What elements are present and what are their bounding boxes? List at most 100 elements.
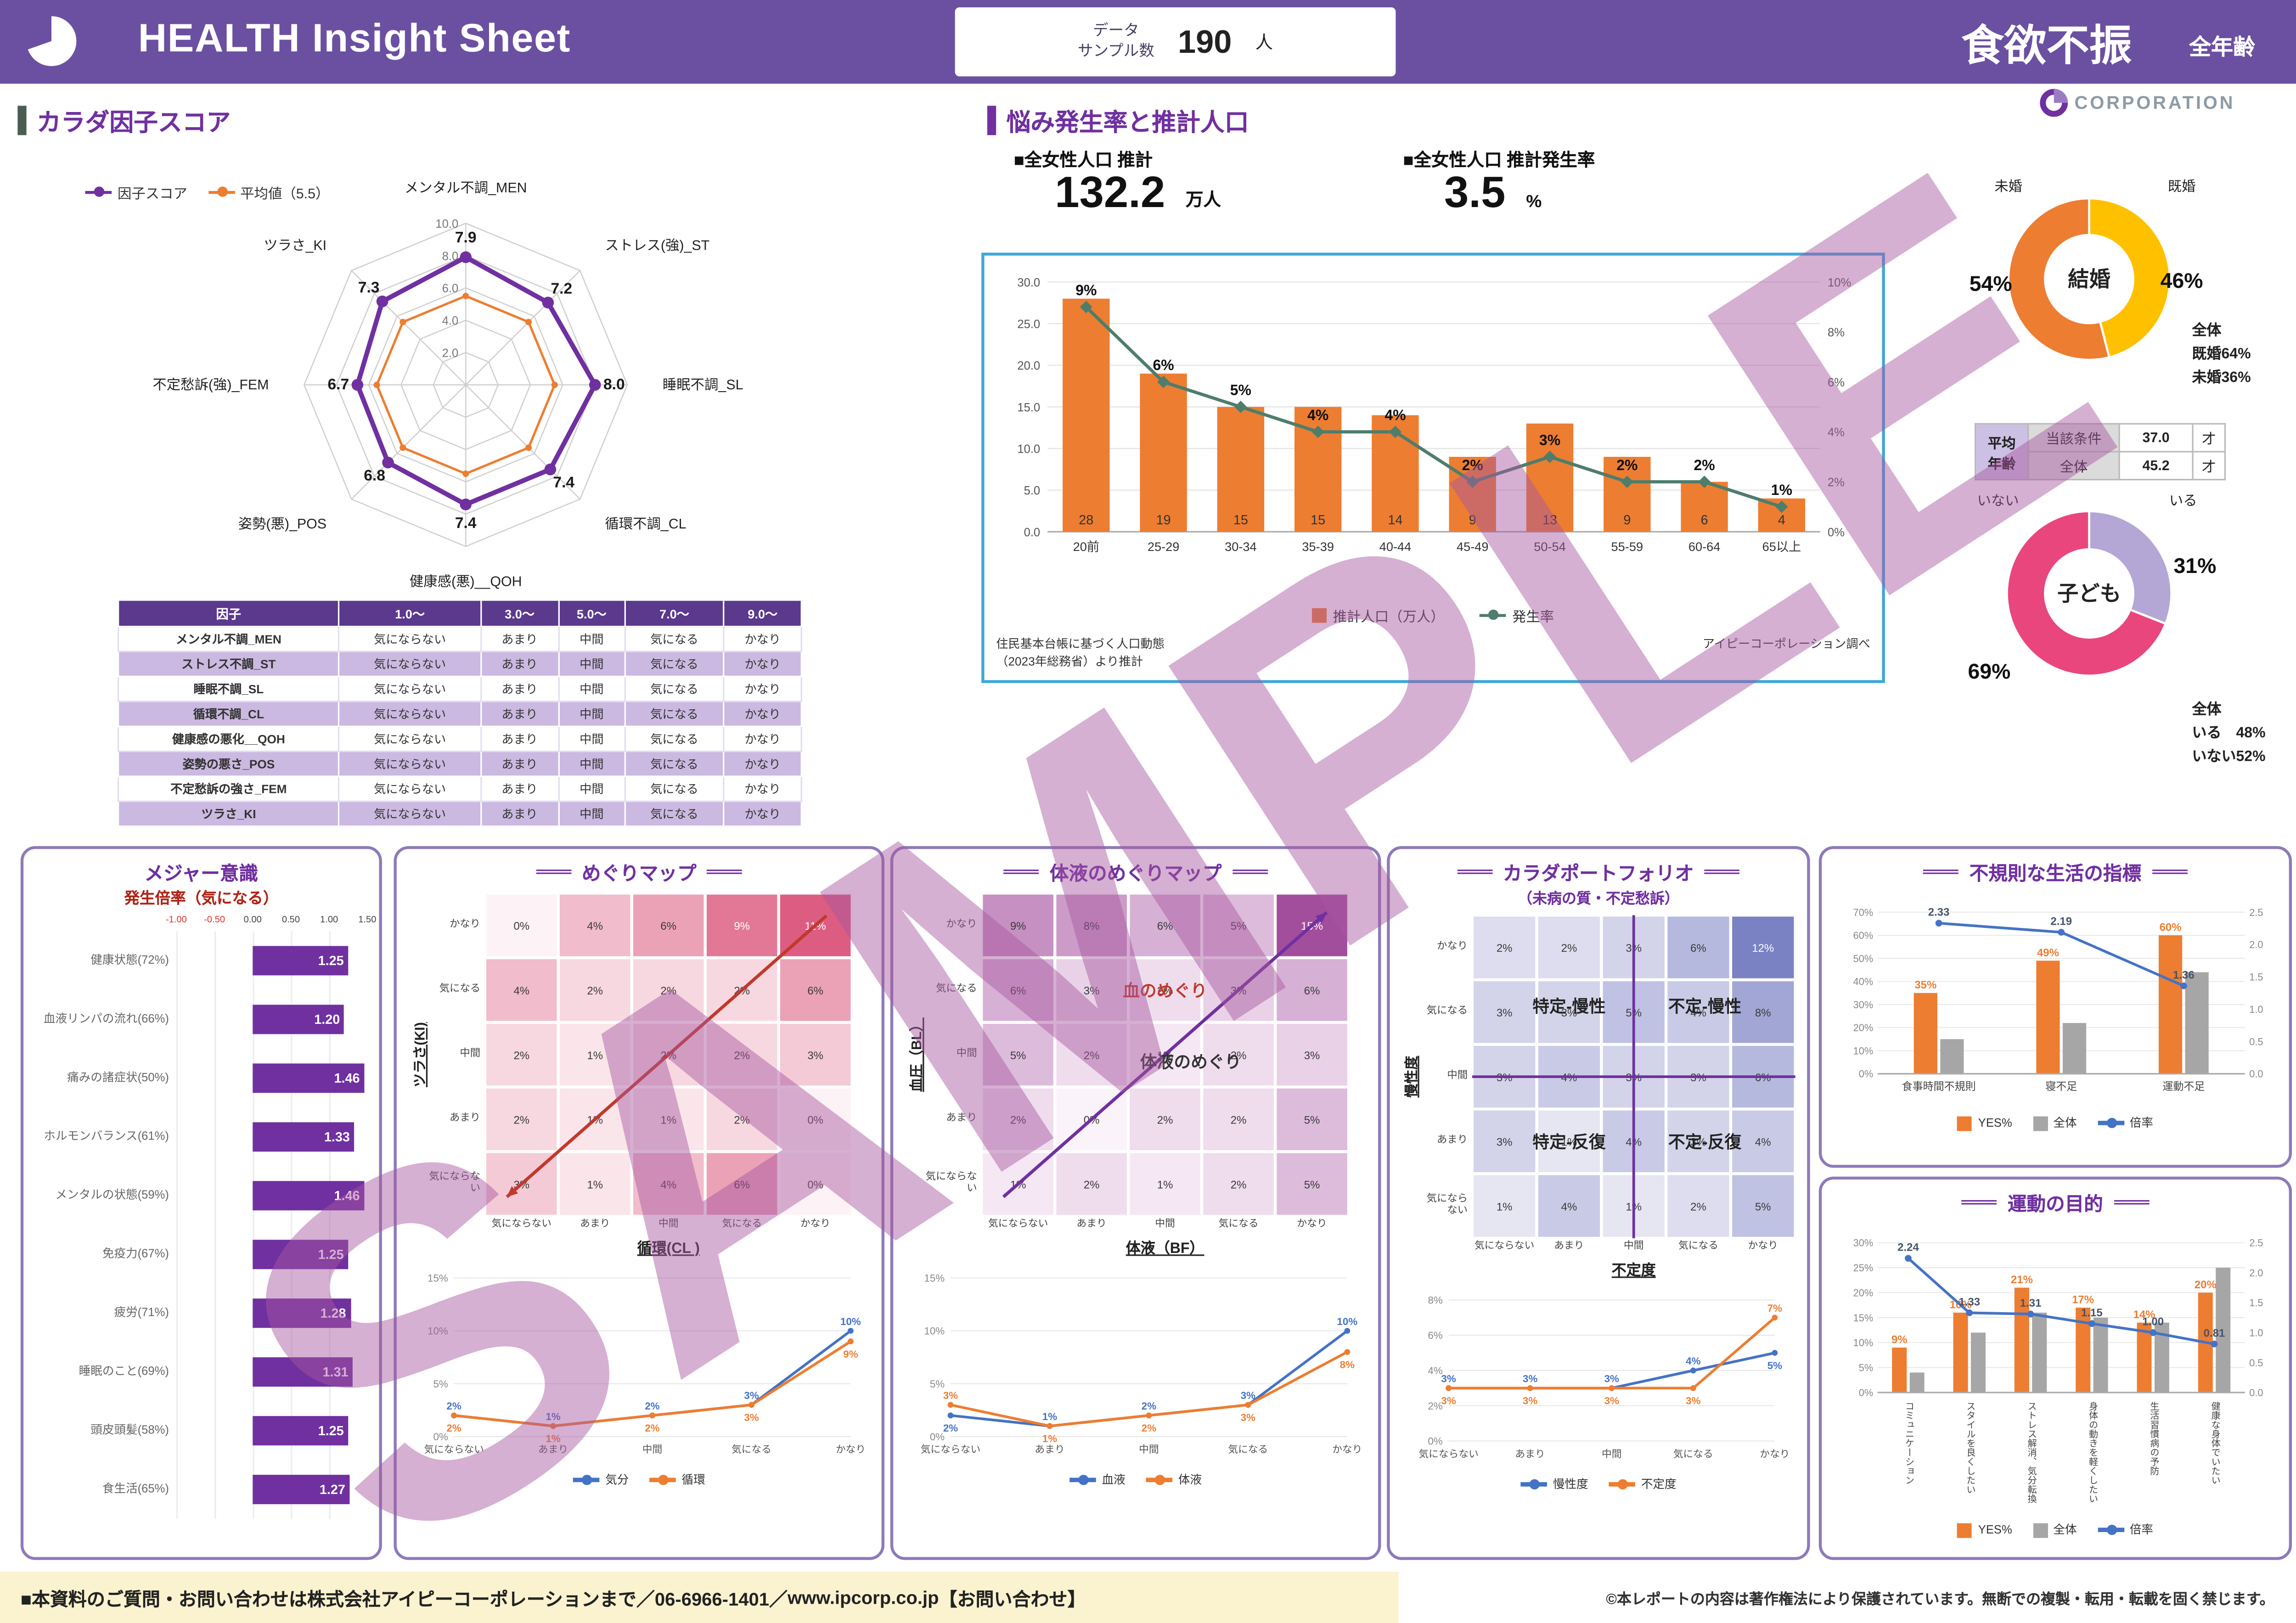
svg-text:50-54: 50-54 xyxy=(1533,539,1565,554)
svg-text:6.8: 6.8 xyxy=(364,467,385,484)
major-item-label: 頭皮頭髪(58%) xyxy=(90,1423,169,1437)
svg-text:60%: 60% xyxy=(1853,930,1874,941)
major-item-label: ホルモンバランス(61%) xyxy=(44,1129,169,1143)
factor-name-cell: 睡眠不調_SL xyxy=(117,675,340,702)
svg-text:既婚: 既婚 xyxy=(2168,179,2196,194)
factor-scale-cell: あまり xyxy=(480,651,559,677)
major-bar-track: 1.31 xyxy=(176,1342,367,1402)
svg-text:9%: 9% xyxy=(843,1348,858,1359)
irregular-life-panel: 不規則な生活の指標 0% 10% 20% 30% 40% 50% 60% 70% 0.0 0.5 1… xyxy=(1818,846,2292,1168)
circulation-line-swatch xyxy=(649,1475,676,1483)
svg-text:4%: 4% xyxy=(1827,426,1844,439)
heatmap-row-label: 中間 xyxy=(1447,1071,1468,1081)
children-summary-note: 全体 いる 48% いない52% xyxy=(2192,699,2266,770)
svg-text:69%: 69% xyxy=(1968,659,2011,683)
note-line: いない52% xyxy=(2192,749,2266,765)
radar-legend: 因子スコア 平均値（5.5） xyxy=(85,182,330,203)
factor-table-row: ツラさ_KI 気にならない あまり 中間 気になる かなり xyxy=(117,800,802,827)
svg-text:8%: 8% xyxy=(1340,1359,1355,1370)
heatmap-cell: 5% xyxy=(1202,893,1276,958)
ip-ring-icon xyxy=(2040,89,2068,117)
factor-scale-cell: 気になる xyxy=(624,775,725,802)
major-row: 免疫力(67%) 1.25 xyxy=(35,1225,367,1284)
heatmap-cell: 3% xyxy=(1536,979,1602,1045)
heatmap-cell: 6% xyxy=(705,1151,779,1217)
heatmap-cell: 1% xyxy=(1601,1174,1666,1239)
title-decoration-line xyxy=(706,870,742,874)
major-bar: 1.25 xyxy=(253,1416,349,1446)
heatmap-cell: 4% xyxy=(631,1151,705,1217)
title-decoration-line xyxy=(2151,870,2187,874)
exercise-category-slot: コミュニケーション xyxy=(1878,1401,1939,1519)
svg-text:2.5: 2.5 xyxy=(2249,1237,2263,1249)
heatmap-row-label: かなり xyxy=(1437,941,1468,952)
factor-scale-cell: 気になる xyxy=(624,675,725,702)
major-bar-track: 1.20 xyxy=(176,990,367,1049)
svg-text:6%: 6% xyxy=(1428,1330,1442,1341)
factor-scale-cell: 中間 xyxy=(557,675,626,702)
svg-text:14: 14 xyxy=(1387,513,1402,528)
note-line: いる 48% xyxy=(2192,725,2266,742)
svg-text:10%: 10% xyxy=(924,1325,945,1337)
svg-text:4: 4 xyxy=(1777,513,1784,528)
heatmap-cell: 2% xyxy=(1055,1151,1129,1217)
axis-tick-label: 0.00 xyxy=(243,915,262,926)
major-bar: 1.20 xyxy=(253,1005,344,1034)
factor-scale-cell: かなり xyxy=(723,750,802,777)
exercise-category-label: ストレス解消、気分転換 xyxy=(2026,1401,2036,1503)
svg-text:未婚: 未婚 xyxy=(1994,179,2022,194)
svg-text:気になる: 気になる xyxy=(1228,1443,1268,1455)
svg-text:9%: 9% xyxy=(1891,1334,1908,1346)
exercise-purpose-chart: 0% 5% 10% 15% 20% 25% 30% 0.0 0.5 1.0 1.5 2.0 2.5 9% 1… xyxy=(1853,1237,2263,1398)
svg-text:0%: 0% xyxy=(930,1431,945,1442)
factor-scale-cell: かなり xyxy=(723,800,802,827)
exercise-category-slot: 身体の動きを軽くしたい xyxy=(2061,1401,2122,1519)
heatmap-row-label: 気になる xyxy=(936,984,977,994)
svg-text:4.0: 4.0 xyxy=(442,314,459,327)
app-title: HEALTH Insight Sheet xyxy=(138,16,571,61)
factor-scale-cell: 気にならない xyxy=(338,625,482,652)
svg-text:3%: 3% xyxy=(1441,1373,1456,1384)
svg-text:45-49: 45-49 xyxy=(1456,539,1488,554)
heatmap-cell: 3% xyxy=(1055,958,1129,1022)
age-table-value: 45.2 xyxy=(2118,451,2194,481)
major-bars: 健康状態(72%) 1.25 血液リンパの流れ(66%) 1.20 痛みの諸症状(50%… xyxy=(35,931,367,1519)
heatmap-cell: 1% xyxy=(1128,1151,1202,1217)
svg-text:3%: 3% xyxy=(1523,1373,1537,1384)
copyright-text: ©本レポートの内容は著作権法により保護されています。無断での複製・転用・転載を固… xyxy=(1606,1592,2274,1609)
heatmap-cell: 3% xyxy=(1275,1022,1349,1087)
svg-text:6: 6 xyxy=(1700,513,1707,528)
y-axis-title-text: ツラさ(KI) xyxy=(413,1022,429,1088)
footer-contact-bar: ■本資料のご質問・お問い合わせは株式会社アイピーコーポレーションまで／06-69… xyxy=(0,1572,1399,1623)
major-row: 健康状態(72%) 1.25 xyxy=(35,931,367,990)
factor-scale-cell: かなり xyxy=(723,625,802,652)
svg-text:0%: 0% xyxy=(1859,1387,1873,1398)
age-table-value: 37.0 xyxy=(2118,423,2194,453)
heatmap-row-label: 中間 xyxy=(460,1049,481,1059)
legend-label: 全体 xyxy=(2053,1116,2077,1130)
heatmap-cell: 3% xyxy=(484,1151,558,1217)
heatmap-row-label: あまり xyxy=(1437,1135,1468,1146)
svg-text:2%: 2% xyxy=(943,1422,958,1434)
heatmap-cell: 2% xyxy=(1536,915,1602,980)
title-decoration-line xyxy=(1457,870,1493,874)
title-decoration-line xyxy=(1004,870,1040,874)
svg-text:15%: 15% xyxy=(924,1272,945,1284)
svg-text:0%: 0% xyxy=(1859,1068,1873,1080)
heatmap-cell: 2% xyxy=(981,1087,1055,1152)
footer-contact-link[interactable]: 【お問い合わせ】 xyxy=(939,1589,1086,1610)
heatmap-col-label: 中間 xyxy=(1155,1219,1175,1230)
svg-text:気になる: 気になる xyxy=(1673,1448,1713,1459)
factor-scale-cell: 中間 xyxy=(557,750,626,777)
factor-table-row: 睡眠不調_SL 気にならない あまり 中間 気になる かなり xyxy=(117,675,802,702)
svg-text:6%: 6% xyxy=(1827,376,1844,389)
svg-text:2%: 2% xyxy=(645,1400,659,1412)
exercise-category-label: 生活習慣病の予防 xyxy=(2148,1401,2159,1476)
footer-url-link[interactable]: www.ipcorp.co.jp xyxy=(787,1587,939,1608)
svg-text:10%: 10% xyxy=(1853,1337,1874,1348)
heatmap-cell: 4% xyxy=(1536,1174,1602,1239)
legend-label: 発生率 xyxy=(1512,609,1554,626)
meguri_map-grid: 0% 4% 6% 9% 11% 4% 2% 2% 2% 6% 2% 1% 2% 2% 3% 2% 1% 1% 2% 0… xyxy=(484,893,852,1217)
